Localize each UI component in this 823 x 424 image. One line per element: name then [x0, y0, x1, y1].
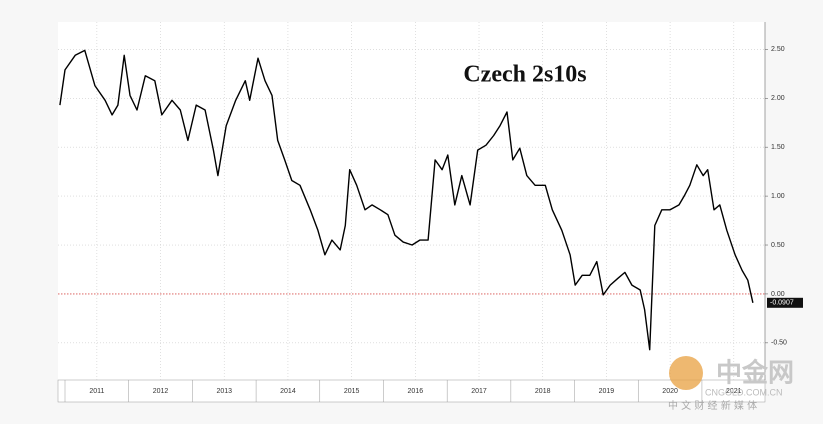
- watermark-tagline: 中 文 财 经 新 媒 体: [668, 399, 757, 412]
- x-tick-label: 2019: [599, 388, 615, 395]
- x-axis-band: [57, 379, 766, 403]
- series-line: [59, 49, 754, 351]
- y-tick-label: -0.50: [771, 340, 787, 347]
- y-tick-label: 0.00: [771, 291, 785, 298]
- y-tick-label: 0.50: [771, 242, 785, 249]
- watermark-url: CNGOLD.COM.CN: [705, 387, 783, 397]
- x-tick-label: 2012: [153, 388, 169, 395]
- y-tick-label: 1.50: [771, 144, 785, 151]
- last-value-label: -0.0907: [770, 300, 794, 307]
- chart-title: Czech 2s10s: [463, 62, 586, 88]
- x-tick-label: 2013: [216, 388, 232, 395]
- plot-area: [58, 22, 765, 380]
- x-tick-label: 2021: [726, 388, 742, 395]
- x-tick-label: 2015: [344, 388, 360, 395]
- last-value-box: [767, 297, 803, 308]
- watermark-name: 中金网: [716, 358, 794, 389]
- watermark: 中金网 CNGOLD.COM.CN 中 文 财 经 新 媒 体: [668, 356, 794, 412]
- x-tick-label: 2020: [662, 388, 678, 395]
- y-tick-label: 2.50: [771, 46, 785, 53]
- y-tick-label: 2.00: [771, 95, 785, 102]
- x-tick-label: 2017: [471, 388, 487, 395]
- watermark-logo: [669, 356, 703, 390]
- x-tick-label: 2016: [408, 388, 424, 395]
- x-tick-label: 2011: [89, 388, 104, 395]
- x-tick-label: 2014: [280, 388, 296, 395]
- y-tick-label: 1.00: [771, 193, 785, 200]
- x-tick-label: 2018: [535, 388, 551, 395]
